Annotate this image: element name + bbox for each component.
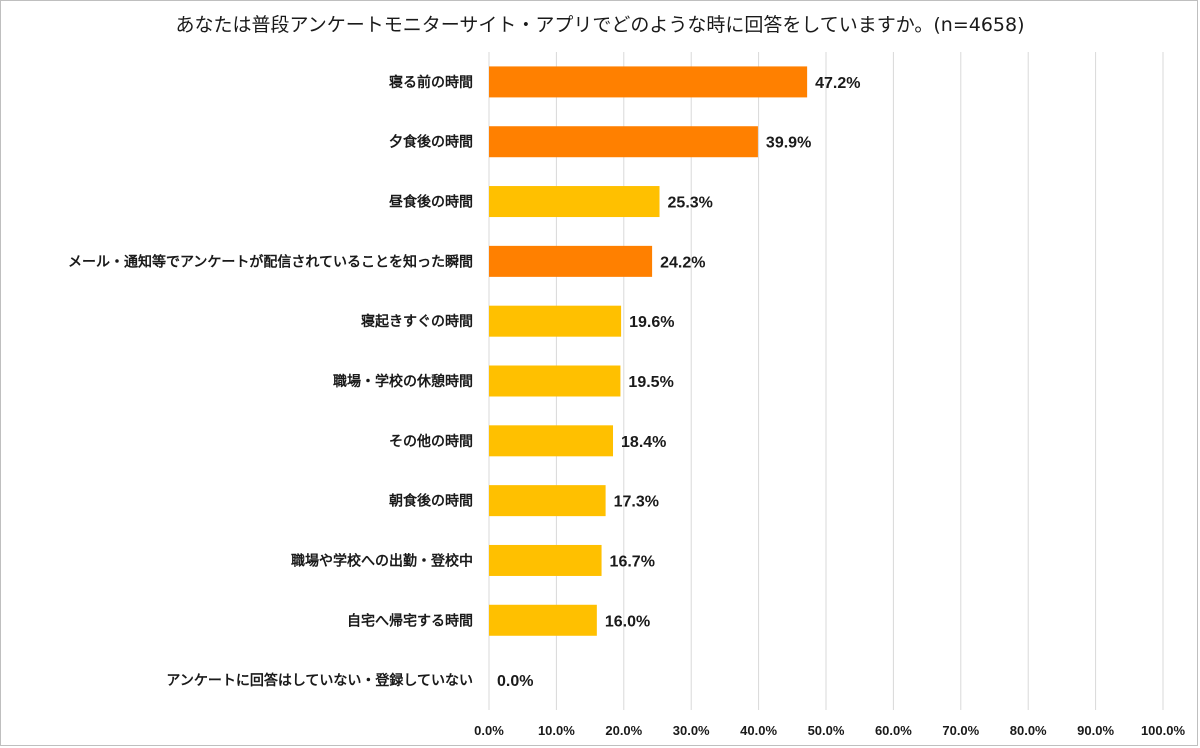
category-label: その他の時間 [389, 433, 473, 450]
data-label: 18.4% [621, 434, 666, 451]
x-tick-label: 60.0% [875, 723, 912, 738]
data-label: 47.2% [815, 75, 860, 92]
x-tick-label: 80.0% [1010, 723, 1047, 738]
x-tick-label: 0.0% [474, 723, 504, 738]
bar [489, 544, 602, 576]
x-tick-label: 40.0% [740, 723, 777, 738]
category-label: 自宅へ帰宅する時間 [347, 612, 473, 629]
x-tick-label: 100.0% [1141, 723, 1186, 738]
category-label: アンケートに回答はしていない・登録していない [166, 672, 473, 689]
category-label: 昼食後の時間 [389, 194, 473, 211]
data-label: 17.3% [614, 494, 659, 511]
bar [489, 604, 597, 636]
x-tick-label: 30.0% [673, 723, 710, 738]
category-label: 夕食後の時間 [389, 134, 473, 151]
bar [489, 305, 622, 337]
bar [489, 485, 606, 517]
bar [489, 425, 614, 457]
data-label: 0.0% [497, 673, 533, 690]
x-tick-label: 20.0% [605, 723, 642, 738]
bar [489, 126, 758, 158]
category-label: メール・通知等でアンケートが配信されていることを知った瞬間 [68, 253, 473, 270]
x-tick-label: 50.0% [808, 723, 845, 738]
data-label: 16.7% [610, 553, 655, 570]
data-label: 25.3% [668, 195, 713, 212]
data-label: 19.6% [629, 314, 674, 331]
x-tick-label: 90.0% [1077, 723, 1114, 738]
bar [489, 66, 808, 98]
category-label: 朝食後の時間 [389, 493, 473, 510]
data-label: 16.0% [605, 613, 650, 630]
data-label: 24.2% [660, 254, 705, 271]
chart-title: あなたは普段アンケートモニターサイト・アプリでどのような時に回答をしていますか。… [175, 14, 1025, 36]
data-label: 19.5% [628, 374, 673, 391]
data-label: 39.9% [766, 135, 811, 152]
category-label: 職場や学校への出勤・登校中 [291, 552, 473, 569]
category-label: 寝起きすぐの時間 [361, 313, 473, 330]
category-label: 職場・学校の休憩時間 [333, 373, 473, 390]
bar [489, 186, 660, 218]
bar [489, 365, 621, 397]
x-tick-label: 70.0% [942, 723, 979, 738]
bar [489, 245, 653, 277]
x-tick-label: 10.0% [538, 723, 575, 738]
category-label: 寝る前の時間 [389, 74, 473, 91]
